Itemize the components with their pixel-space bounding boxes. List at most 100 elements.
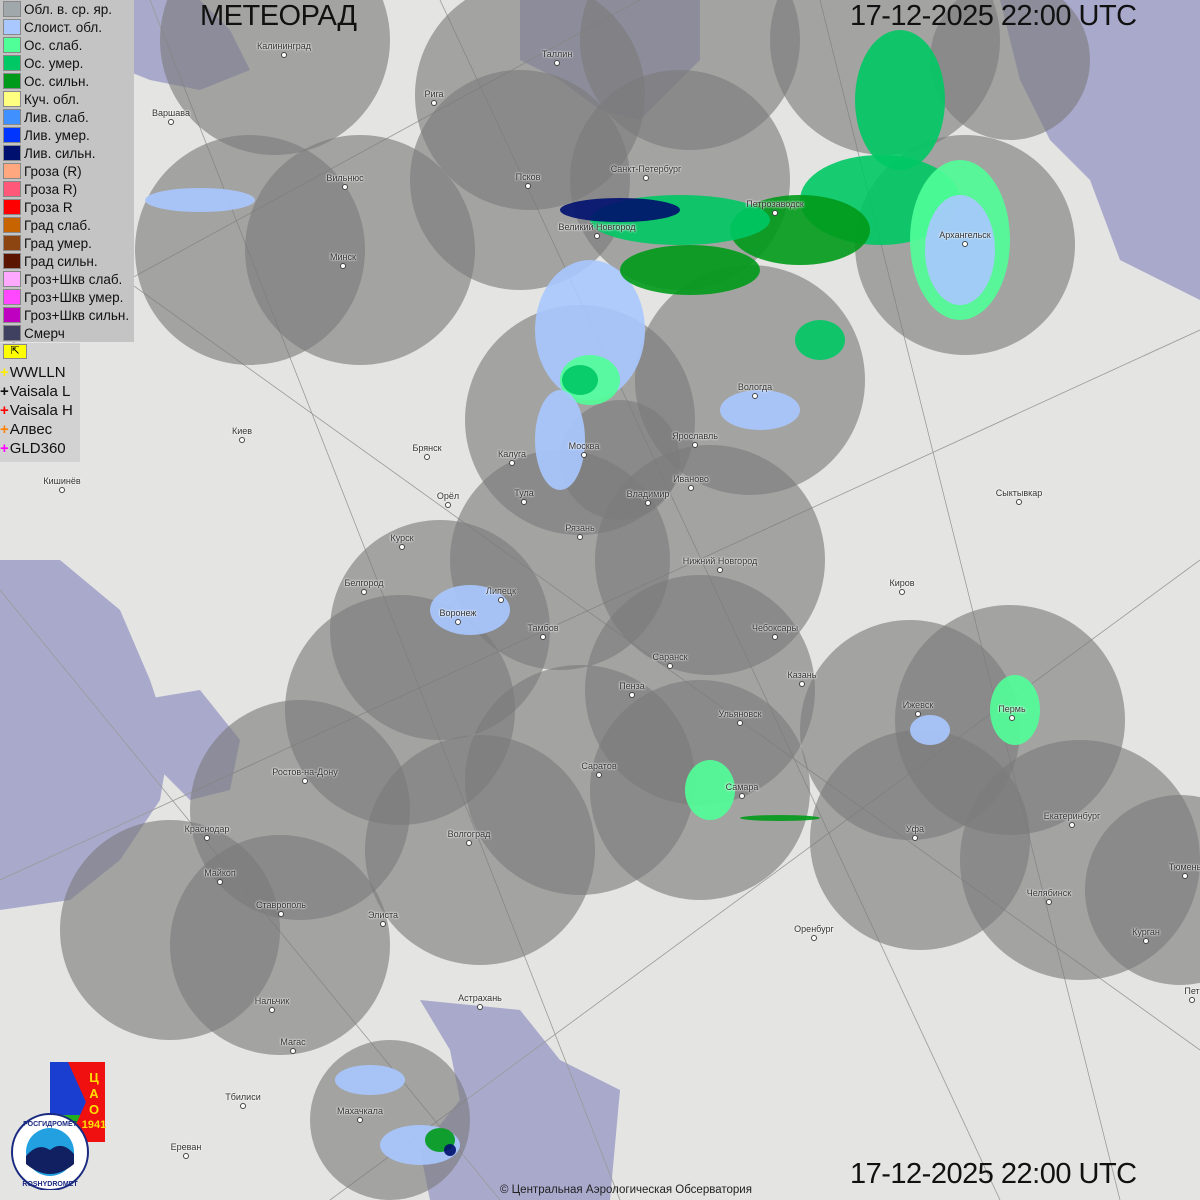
city-marker bbox=[445, 502, 451, 508]
city-marker bbox=[629, 692, 635, 698]
city-label: Самара bbox=[725, 782, 759, 792]
city-label: Ярославль bbox=[672, 431, 718, 441]
legend-swatch bbox=[3, 253, 21, 269]
city-marker bbox=[692, 442, 698, 448]
city-marker bbox=[509, 460, 515, 466]
precip-area bbox=[535, 260, 645, 400]
city-label: Владимир bbox=[626, 489, 670, 499]
precipitation bbox=[145, 30, 1040, 1165]
legend-label: Куч. обл. bbox=[24, 91, 80, 107]
legend-item: Смерч bbox=[0, 324, 134, 342]
city-marker bbox=[525, 183, 531, 189]
city-label: Екатеринбург bbox=[1043, 811, 1101, 821]
timestamp-bottom: 17-12-2025 22:00 UTC bbox=[850, 1158, 1137, 1190]
legend-item: Куч. обл. bbox=[0, 90, 134, 108]
legend-label: Град сильн. bbox=[24, 253, 98, 269]
city-label: Великий Новгород bbox=[558, 222, 636, 232]
legend-item: Ос. умер. bbox=[0, 54, 134, 72]
radar-circle bbox=[560, 400, 680, 520]
city-marker bbox=[1189, 997, 1195, 1003]
radar-circle bbox=[810, 730, 1030, 950]
precip-area bbox=[335, 1065, 405, 1095]
city-marker bbox=[1143, 938, 1149, 944]
lightning-source: + GLD360 bbox=[0, 439, 80, 458]
legend-swatch bbox=[3, 109, 21, 125]
flag-corner-icon[interactable]: ⇱ bbox=[3, 344, 27, 359]
legend-label: Гроза R bbox=[24, 199, 73, 215]
city-label: Кишинёв bbox=[43, 476, 81, 486]
city-marker bbox=[357, 1117, 363, 1123]
city-label: Воронеж bbox=[439, 608, 477, 618]
precip-area bbox=[685, 760, 735, 820]
legend-item: Град слаб. bbox=[0, 216, 134, 234]
roshydromet-logo: РОСГИДРОМЕТ ROSHYDROMET bbox=[11, 1113, 89, 1190]
city-label: Пет bbox=[1184, 986, 1200, 996]
city-label: Таллин bbox=[541, 49, 573, 59]
precip-area bbox=[560, 198, 680, 222]
city-label: Иваново bbox=[673, 474, 709, 484]
city-marker bbox=[688, 485, 694, 491]
city-marker bbox=[239, 437, 245, 443]
city-marker bbox=[799, 681, 805, 687]
precip-area bbox=[444, 1144, 456, 1156]
city-label: Калининград bbox=[256, 41, 312, 51]
city-marker bbox=[645, 500, 651, 506]
city-marker bbox=[424, 454, 430, 460]
city-label: Тюмень bbox=[1168, 862, 1200, 872]
city-label: Курск bbox=[390, 533, 414, 543]
credit-text: © Центральная Аэрологическая Обсерватори… bbox=[500, 1184, 752, 1196]
city-marker bbox=[340, 263, 346, 269]
legend-swatch bbox=[3, 145, 21, 161]
city-marker bbox=[581, 452, 587, 458]
city-marker bbox=[204, 835, 210, 841]
legend-item: Ос. слаб. bbox=[0, 36, 134, 54]
city-label: Ростов-на-Дону bbox=[272, 767, 338, 777]
legend-item: Гроз+Шкв умер. bbox=[0, 288, 134, 306]
city-label: Рига bbox=[424, 89, 444, 99]
city-marker bbox=[240, 1103, 246, 1109]
city-label: Варшава bbox=[152, 108, 190, 118]
city-label: Тбилиси bbox=[225, 1092, 261, 1102]
precip-area bbox=[562, 365, 598, 395]
legend-swatch bbox=[3, 199, 21, 215]
legend-swatch bbox=[3, 181, 21, 197]
svg-text:О: О bbox=[89, 1102, 99, 1117]
city-marker bbox=[962, 241, 968, 247]
cross-icon: + bbox=[0, 402, 9, 419]
legend-swatch bbox=[3, 163, 21, 179]
city-marker bbox=[302, 778, 308, 784]
city-marker bbox=[899, 589, 905, 595]
lightning-source: + Vaisala L bbox=[0, 382, 80, 401]
legend-swatch bbox=[3, 91, 21, 107]
city-marker bbox=[281, 52, 287, 58]
legend-item: Град сильн. bbox=[0, 252, 134, 270]
city-marker bbox=[455, 619, 461, 625]
city-marker bbox=[594, 233, 600, 239]
legend-swatch bbox=[3, 55, 21, 71]
city-label: Саранск bbox=[652, 652, 688, 662]
city-label: Ижевск bbox=[902, 700, 934, 710]
logos: Ц А О 1941 РОСГИДРОМЕТ ROSHYDROMET bbox=[11, 1062, 106, 1190]
lightning-label: Vaisala H bbox=[9, 402, 73, 419]
city-label: Ереван bbox=[170, 1142, 202, 1152]
city-label: Уфа bbox=[905, 824, 925, 834]
precip-area bbox=[740, 815, 820, 821]
city-label: Магас bbox=[280, 1037, 306, 1047]
city-label: Пермь bbox=[998, 704, 1026, 714]
radar-coverage bbox=[60, 0, 1200, 1200]
city-marker bbox=[1016, 499, 1022, 505]
city-marker bbox=[290, 1048, 296, 1054]
radar-circle bbox=[310, 1040, 470, 1200]
radar-circle bbox=[170, 835, 390, 1055]
city-marker bbox=[739, 793, 745, 799]
city-label: Псков bbox=[515, 172, 541, 182]
precip-area bbox=[720, 390, 800, 430]
timestamp-top: 17-12-2025 22:00 UTC bbox=[850, 0, 1137, 32]
legend-label: Град слаб. bbox=[24, 217, 91, 233]
map-title: МЕТЕОРАД bbox=[200, 0, 357, 32]
legend-item: Лив. слаб. bbox=[0, 108, 134, 126]
city-marker bbox=[752, 393, 758, 399]
city-marker bbox=[1069, 822, 1075, 828]
city-marker bbox=[399, 544, 405, 550]
